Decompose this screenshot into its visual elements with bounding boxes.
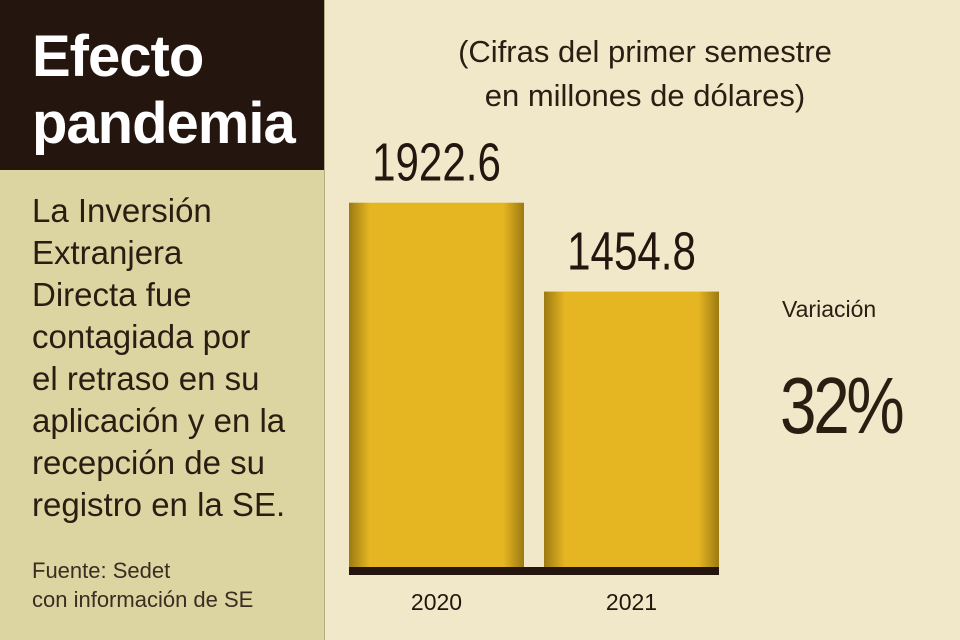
chart-subtitle-line: (Cifras del primer semestre [458, 34, 832, 69]
variation-label: Variación [782, 296, 877, 322]
bar-chart: 1922.6 2020 1454.8 2021 [349, 133, 719, 615]
source-note: Fuente: Sedet con información de SE [32, 556, 253, 614]
data-label-2020: 1922.6 [372, 133, 501, 193]
x-tick-label-2020: 2020 [411, 589, 462, 615]
description-line: registro en la SE. [32, 486, 286, 523]
description-line: Extranjera [32, 234, 183, 271]
data-label-2021: 1454.8 [567, 222, 696, 282]
description-line: contagiada por [32, 318, 251, 355]
source-line: con información de SE [32, 587, 254, 612]
description-line: Directa fue [32, 276, 192, 313]
description-line: recepción de su [32, 444, 265, 481]
description-line: La Inversión [32, 192, 212, 229]
description-line: el retraso en su [32, 360, 260, 397]
chart-subtitle-line: en millones de dólares) [484, 78, 806, 113]
panel-divider [324, 0, 325, 640]
page-title-line-2: pandemia [32, 91, 296, 156]
title-box: Efecto pandemia [0, 0, 324, 170]
description: La Inversión Extranjera Directa fue cont… [32, 190, 317, 526]
source-line: Fuente: Sedet [32, 558, 171, 583]
x-axis-baseline [349, 567, 719, 575]
x-tick-label-2021: 2021 [606, 589, 657, 615]
bar-2020 [349, 202, 524, 568]
bar-2021 [544, 291, 719, 568]
chart-subtitle: (Cifras del primer semestre en millones … [410, 30, 880, 118]
page-title-line-1: Efecto [32, 24, 204, 89]
description-line: aplicación y en la [32, 402, 286, 439]
variation-value: 32% [780, 361, 905, 450]
